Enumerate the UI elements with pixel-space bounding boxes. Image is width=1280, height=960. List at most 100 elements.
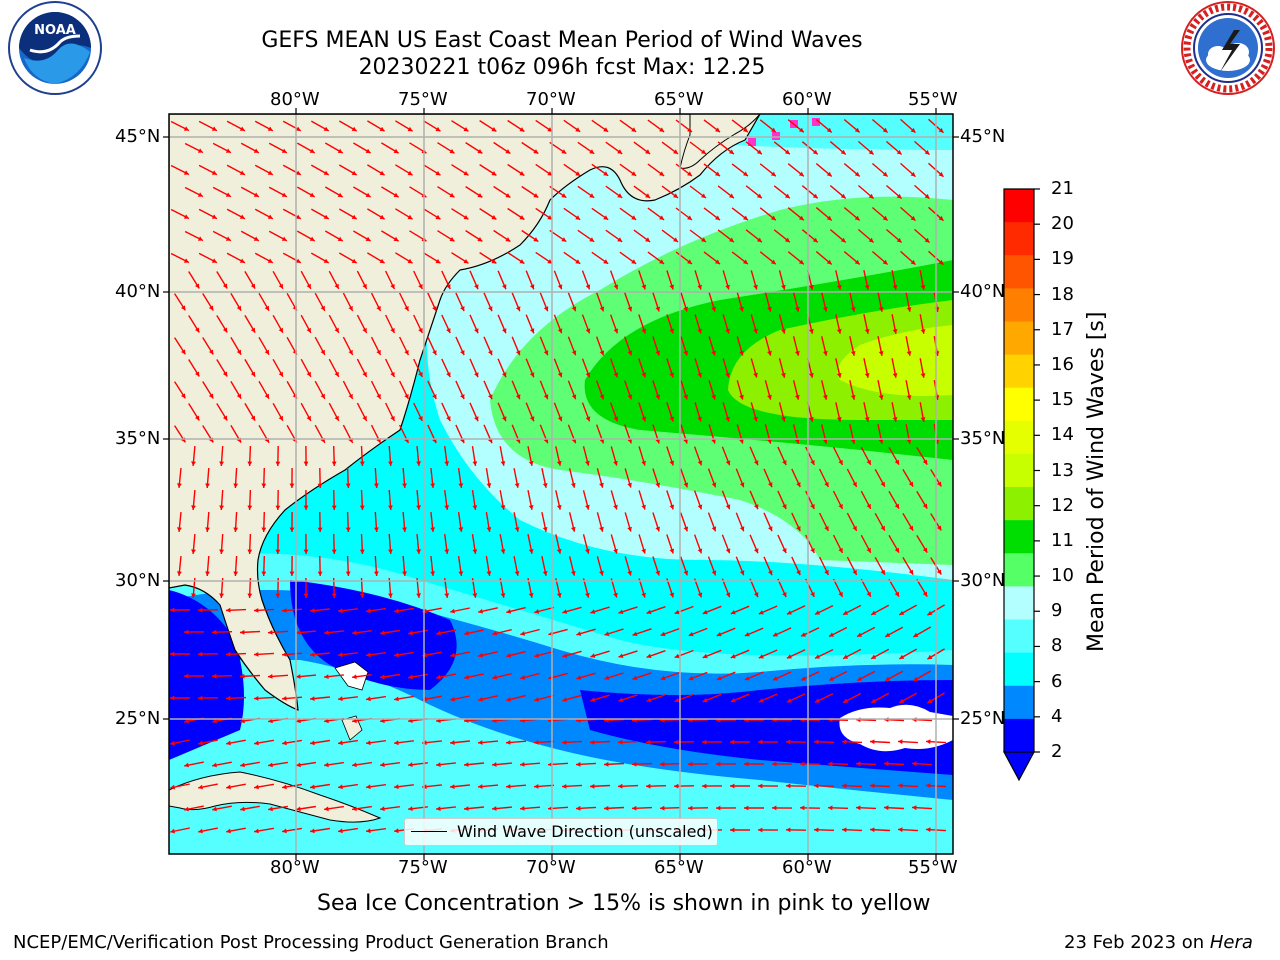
- wind-wave-arrow-head: [753, 284, 758, 290]
- wind-wave-arrow-head: [472, 593, 478, 598]
- lon-label-top-80w: 80°W: [270, 89, 320, 110]
- wind-wave-arrow-head: [688, 805, 693, 811]
- wind-wave-arrow-head: [599, 394, 605, 400]
- wind-wave-arrow-head: [730, 653, 736, 659]
- wind-wave-arrow-head: [646, 739, 651, 745]
- wind-wave-arrow-head: [669, 592, 675, 598]
- wind-wave-arrow-head: [247, 461, 253, 466]
- wind-wave-arrow-head: [306, 283, 311, 289]
- wind-wave-arrow-head: [562, 653, 568, 658]
- wind-wave-arrow-head: [250, 415, 256, 421]
- footer-date: 23 Feb 2023 on Hera: [1064, 932, 1253, 953]
- wind-wave-arrow-head: [744, 761, 749, 767]
- wind-wave-arrow-head: [688, 631, 694, 637]
- wind-wave-arrow-head: [814, 739, 819, 745]
- wind-wave-arrow-head: [725, 548, 731, 554]
- wind-wave-arrow-head: [474, 416, 479, 422]
- wind-wave-arrow-head: [758, 654, 764, 659]
- wind-wave-arrow-head: [782, 548, 787, 554]
- wind-wave-arrow-head: [450, 696, 455, 702]
- wind-wave-arrow-head: [697, 284, 702, 290]
- wind-wave-arrow-head: [590, 697, 596, 702]
- wind-wave-arrow-head: [177, 527, 182, 532]
- wind-wave-arrow-head: [446, 328, 451, 334]
- wind-wave-arrow-head: [892, 373, 898, 378]
- wind-wave-arrow-head: [528, 505, 534, 510]
- wind-wave-arrow-head: [446, 284, 451, 290]
- wind-wave-arrow-head: [795, 438, 800, 444]
- colorbar-tick-label: 12: [1051, 494, 1074, 516]
- wind-wave-arrow-head: [379, 214, 385, 220]
- wind-wave-arrow-head: [922, 503, 928, 509]
- wind-wave-arrow-head: [334, 415, 339, 421]
- wind-wave-arrow-head: [603, 259, 609, 264]
- wind-wave-arrow-head: [528, 549, 534, 554]
- wind-wave-arrow-head: [922, 547, 928, 553]
- wind-wave-arrow-head: [702, 653, 708, 659]
- wind-wave-arrow-head: [899, 654, 905, 659]
- wind-wave-arrow-head: [645, 149, 651, 154]
- wind-wave-arrow-head: [240, 673, 245, 679]
- wind-wave-arrow-head: [645, 237, 651, 242]
- wind-wave-arrow-head: [380, 674, 385, 680]
- wind-wave-arrow-head: [556, 504, 562, 510]
- wind-wave-arrow-head: [589, 149, 595, 154]
- wind-wave-arrow-head: [529, 284, 535, 290]
- wind-wave-arrow-head: [253, 192, 259, 197]
- wind-wave-arrow-head: [310, 828, 315, 834]
- wind-wave-arrow-head: [295, 214, 301, 219]
- wind-wave-arrow-head: [450, 652, 455, 658]
- wind-wave-arrow-head: [359, 505, 365, 510]
- wind-wave-arrow-head: [520, 631, 526, 636]
- wind-wave-arrow-head: [376, 305, 381, 311]
- wind-wave-arrow-head: [866, 591, 871, 597]
- wind-wave-arrow-head: [599, 306, 605, 312]
- wind-wave-arrow-head: [800, 805, 805, 811]
- lat-label-right-25n: 25°N: [960, 708, 1006, 729]
- wind-wave-arrow-head: [854, 259, 860, 265]
- wind-wave-arrow-head: [374, 483, 379, 488]
- wind-wave-arrow-head: [472, 461, 478, 466]
- wind-wave-arrow-head: [782, 460, 787, 466]
- wind-wave-arrow-head: [850, 351, 856, 356]
- wind-wave-arrow-head: [892, 329, 898, 334]
- wind-wave-arrow-head: [520, 806, 525, 811]
- wind-wave-arrow-head: [219, 593, 224, 598]
- wind-wave-arrow-head: [756, 149, 762, 155]
- wind-wave-arrow-head: [852, 569, 857, 575]
- wind-wave-arrow-head: [739, 570, 745, 576]
- wind-wave-arrow-head: [500, 461, 506, 466]
- colorbar-tick-label: 17: [1051, 318, 1074, 340]
- wind-wave-arrow-head: [310, 608, 315, 613]
- wind-wave-arrow-head: [826, 215, 832, 221]
- wind-wave-arrow-head: [250, 371, 256, 377]
- wind-wave-arrow-head: [177, 483, 182, 488]
- wind-wave-arrow-head: [543, 394, 549, 400]
- wind-wave-arrow-head: [688, 761, 693, 767]
- wind-wave-arrow-head: [191, 505, 196, 510]
- wind-wave-arrow-head: [334, 327, 339, 333]
- wind-wave-arrow-head: [170, 651, 175, 657]
- wind-wave-arrow-head: [338, 828, 343, 834]
- wind-wave-arrow-head: [758, 827, 763, 833]
- wind-wave-arrow-head: [796, 526, 801, 532]
- wind-wave-arrow-head: [660, 631, 666, 637]
- wind-wave-arrow-head: [843, 654, 849, 659]
- wind-wave-arrow-head: [711, 482, 717, 488]
- wind-wave-arrow-head: [669, 416, 674, 422]
- wind-wave-arrow-head: [310, 652, 315, 657]
- wind-wave-arrow-head: [393, 148, 399, 154]
- wind-wave-arrow-head: [275, 549, 281, 554]
- wind-wave-arrow-head: [222, 283, 228, 289]
- wind-wave-arrow-head: [478, 652, 483, 658]
- lat-label-right-35n: 35°N: [960, 428, 1006, 449]
- wind-wave-arrow-head: [892, 417, 898, 422]
- wind-wave-arrow-head: [295, 126, 301, 131]
- wind-wave-arrow-head: [613, 548, 618, 554]
- wind-wave-arrow-head: [673, 193, 678, 198]
- wind-wave-arrow-head: [603, 215, 609, 220]
- wind-wave-arrow-head: [170, 828, 175, 834]
- wind-wave-arrow-head: [491, 171, 497, 176]
- wind-wave-arrow-head: [515, 306, 521, 312]
- wind-wave-arrow-head: [282, 784, 287, 790]
